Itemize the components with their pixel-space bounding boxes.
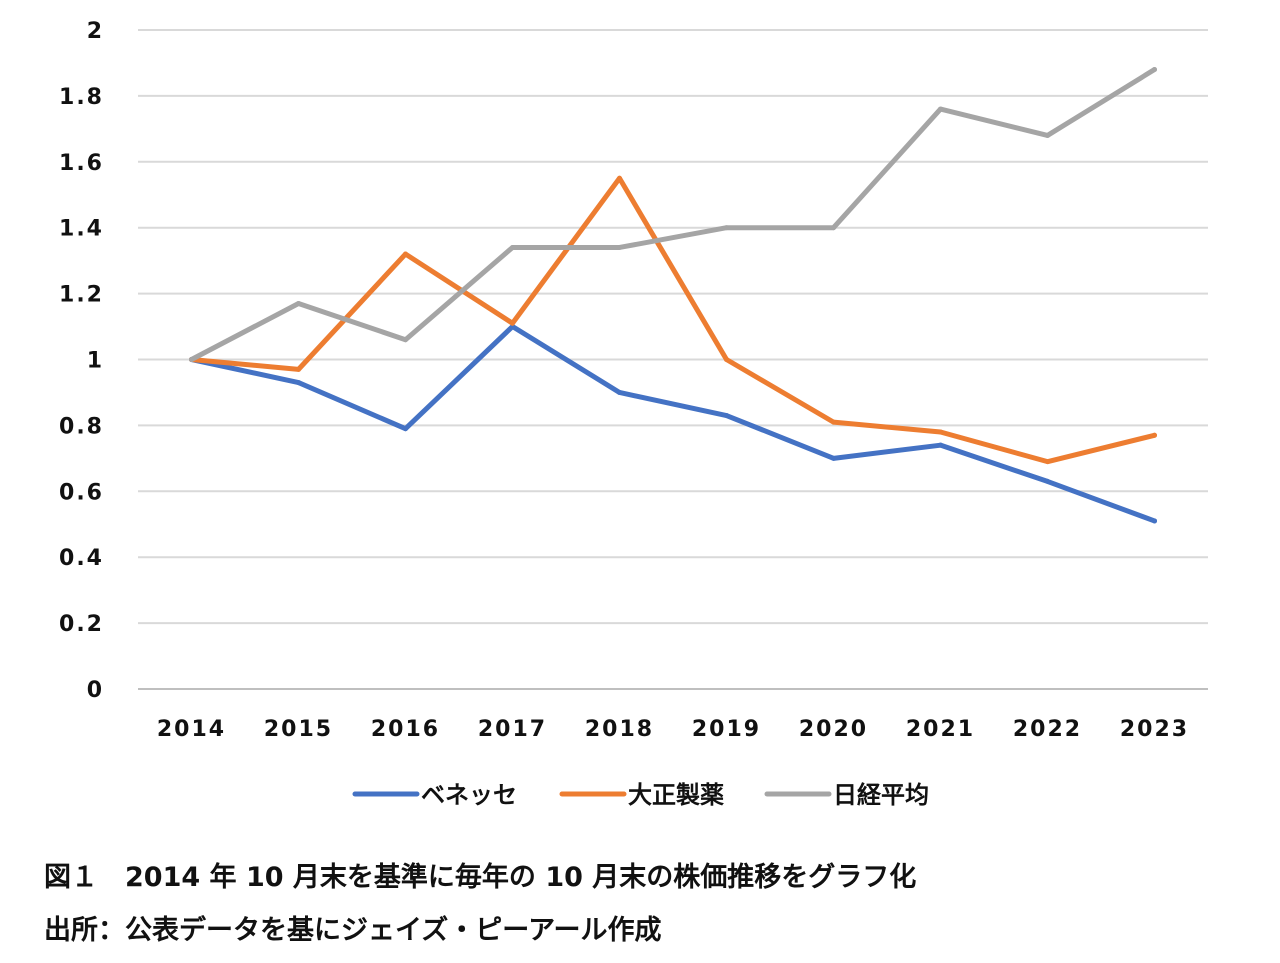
x-axis-ticks: 2014 2015 2016 2017 2018 2019 2020 2021 2022 2023: [157, 717, 1189, 742]
y-tick-label: 1.2: [59, 283, 104, 308]
data-point: [1045, 459, 1050, 465]
y-tick-label: 0.4: [59, 546, 104, 571]
x-tick-label: 2020: [799, 717, 868, 742]
x-tick-label: 2021: [906, 717, 975, 742]
data-point: [831, 225, 836, 231]
data-point: [296, 366, 301, 372]
data-point: [403, 426, 408, 432]
data-point: [1045, 132, 1050, 138]
source-caption: 出所：公表データを基にジェイズ・ピーアール作成: [44, 915, 662, 946]
gridlines: [138, 29, 1208, 690]
series-line: [189, 324, 1157, 524]
legend-label: ベネッセ: [421, 781, 517, 809]
x-tick-label: 2017: [478, 717, 547, 742]
data-point: [296, 380, 301, 386]
line-chart: 0 0.2 0.4 0.6 0.8 1 1.2 1.4 1.6 1.8 2 2014 2015 2016…: [59, 19, 1208, 809]
x-tick-label: 2018: [585, 717, 654, 742]
y-tick-label: 0.2: [59, 612, 104, 637]
legend: ベネッセ 大正製薬 日経平均: [352, 781, 929, 809]
figure-caption: 図１ 2014 年 10 月末を基準に毎年の 10 月末の株価推移をグラフ化: [44, 862, 917, 893]
data-point: [938, 442, 943, 448]
data-point: [1045, 478, 1050, 484]
series-2: [189, 175, 1157, 465]
y-tick-label: 2: [87, 19, 104, 44]
data-point: [831, 419, 836, 425]
y-tick-label: 0.6: [59, 480, 104, 505]
series-1: [189, 324, 1157, 524]
legend-item: ベネッセ: [352, 781, 517, 809]
legend-item: 日経平均: [764, 781, 929, 809]
data-point: [938, 429, 943, 435]
x-tick-label: 2019: [692, 717, 761, 742]
series-lines: [189, 67, 1157, 524]
y-axis-ticks: 0 0.2 0.4 0.6 0.8 1 1.2 1.4 1.6 1.8 2: [59, 19, 104, 703]
data-point: [724, 357, 729, 362]
legend-item: 大正製薬: [559, 781, 724, 809]
y-tick-label: 1.8: [59, 85, 104, 110]
data-point: [617, 389, 622, 395]
x-tick-label: 2016: [371, 717, 440, 742]
data-point: [403, 251, 408, 257]
data-point: [189, 357, 194, 362]
data-point: [510, 244, 515, 250]
data-point: [617, 244, 622, 250]
y-tick-label: 0: [87, 678, 104, 703]
x-tick-label: 2015: [264, 717, 333, 742]
legend-label: 大正製薬: [628, 781, 724, 809]
legend-label: 日経平均: [833, 781, 929, 809]
x-tick-label: 2022: [1013, 717, 1082, 742]
data-point: [938, 106, 943, 112]
series-line: [189, 175, 1157, 465]
data-point: [510, 320, 515, 326]
data-point: [1152, 67, 1157, 73]
data-point: [1152, 518, 1157, 524]
series-line: [189, 67, 1157, 362]
y-tick-label: 0.8: [59, 414, 104, 439]
y-tick-label: 1: [87, 349, 104, 374]
x-tick-label: 2023: [1120, 717, 1189, 742]
data-point: [296, 300, 301, 306]
y-tick-label: 1.6: [59, 151, 104, 176]
data-point: [1152, 432, 1157, 438]
data-point: [831, 455, 836, 461]
data-point: [724, 225, 729, 231]
data-point: [724, 413, 729, 419]
series-3: [189, 67, 1157, 362]
y-tick-label: 1.4: [59, 217, 104, 242]
data-point: [403, 337, 408, 343]
data-point: [617, 175, 622, 181]
x-tick-label: 2014: [157, 717, 226, 742]
